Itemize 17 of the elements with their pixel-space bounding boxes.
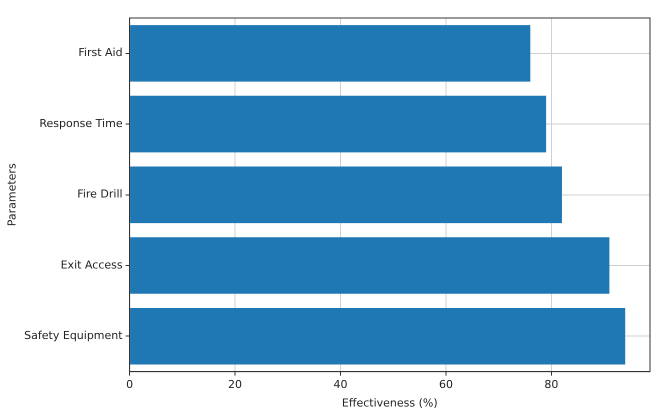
y-axis-title: Parameters <box>5 163 18 226</box>
bar <box>130 166 562 224</box>
bar <box>130 96 546 152</box>
x-tick-label: 0 <box>126 378 134 392</box>
x-tick-label: 20 <box>228 378 242 392</box>
bar <box>130 25 530 82</box>
x-tick-label: 40 <box>334 378 348 392</box>
x-tick-label: 80 <box>544 378 558 392</box>
y-tick-label: Fire Drill <box>77 188 123 201</box>
y-tick-label: First Aid <box>78 46 123 60</box>
x-tick-label: 60 <box>438 378 453 392</box>
y-tick-label: Exit Access <box>60 258 123 272</box>
y-tick-label: Response Time <box>39 116 123 130</box>
x-axis-title: Effectiveness (%) <box>342 396 438 410</box>
bar <box>130 237 610 294</box>
bar <box>130 308 626 365</box>
y-tick-label: Safety Equipment <box>24 329 124 342</box>
